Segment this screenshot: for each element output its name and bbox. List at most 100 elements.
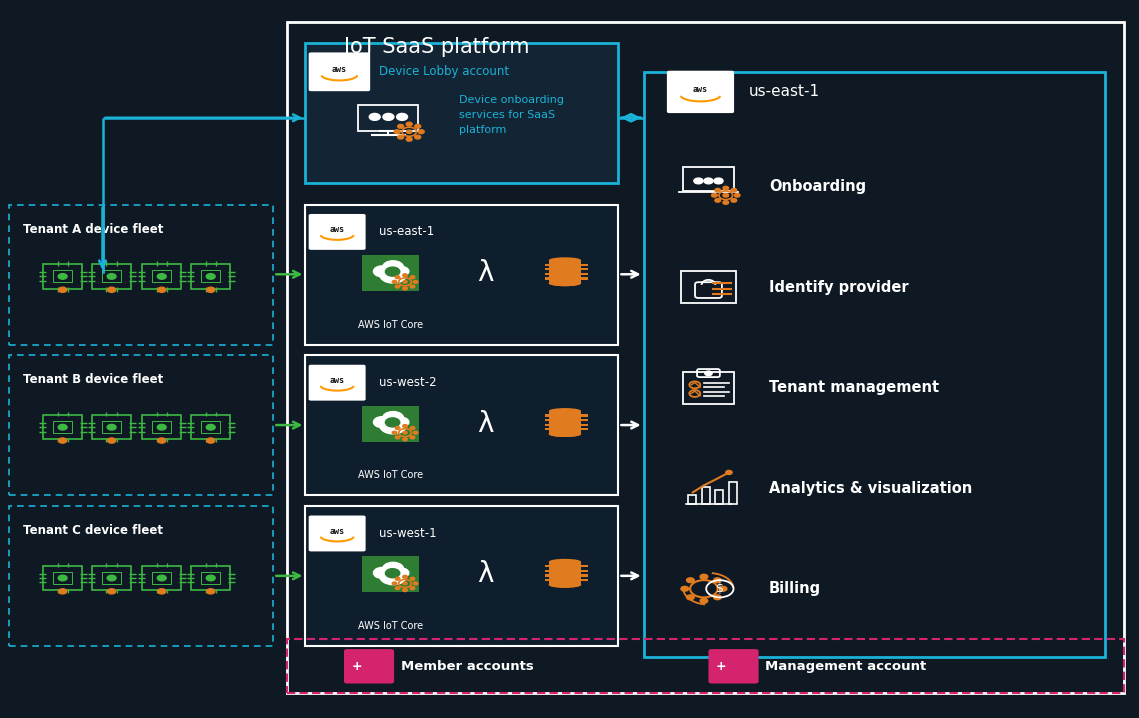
Circle shape	[395, 587, 400, 589]
Circle shape	[394, 417, 409, 427]
Circle shape	[58, 589, 67, 594]
Circle shape	[694, 178, 703, 184]
Text: us-east-1: us-east-1	[379, 225, 435, 238]
FancyBboxPatch shape	[549, 562, 581, 573]
Text: AWS IoT Core: AWS IoT Core	[358, 320, 424, 330]
FancyBboxPatch shape	[581, 565, 588, 567]
Circle shape	[403, 575, 408, 578]
Circle shape	[715, 188, 721, 192]
FancyBboxPatch shape	[546, 269, 552, 271]
Ellipse shape	[549, 582, 581, 588]
FancyBboxPatch shape	[581, 273, 588, 275]
FancyBboxPatch shape	[305, 43, 618, 183]
Ellipse shape	[549, 408, 581, 414]
Circle shape	[206, 438, 215, 443]
FancyBboxPatch shape	[309, 52, 370, 91]
Circle shape	[394, 568, 409, 578]
Text: Device onboarding
services for SaaS
platform: Device onboarding services for SaaS plat…	[459, 95, 564, 135]
FancyBboxPatch shape	[92, 566, 131, 590]
Text: Tenant C device fleet: Tenant C device fleet	[23, 524, 163, 537]
Circle shape	[415, 124, 420, 129]
Text: Management account: Management account	[765, 660, 927, 673]
FancyBboxPatch shape	[142, 264, 181, 289]
Circle shape	[394, 130, 400, 134]
Ellipse shape	[549, 257, 581, 264]
Circle shape	[379, 568, 407, 584]
Circle shape	[403, 432, 407, 434]
Circle shape	[723, 201, 729, 204]
Circle shape	[723, 194, 729, 197]
Text: λ: λ	[477, 259, 493, 286]
Circle shape	[681, 587, 689, 591]
Text: aws: aws	[329, 376, 345, 385]
Circle shape	[58, 287, 67, 292]
Text: aws: aws	[329, 225, 345, 234]
FancyBboxPatch shape	[546, 419, 552, 421]
Circle shape	[157, 274, 166, 279]
FancyBboxPatch shape	[581, 574, 588, 577]
FancyBboxPatch shape	[287, 22, 1124, 693]
FancyBboxPatch shape	[546, 264, 552, 266]
Circle shape	[407, 130, 412, 134]
Circle shape	[712, 194, 718, 197]
Circle shape	[58, 438, 67, 443]
Text: Identify provider: Identify provider	[769, 280, 909, 294]
Circle shape	[157, 287, 166, 292]
Circle shape	[705, 371, 712, 376]
FancyBboxPatch shape	[581, 428, 588, 430]
Circle shape	[383, 113, 394, 121]
Text: AWS IoT Core: AWS IoT Core	[358, 470, 424, 480]
FancyBboxPatch shape	[549, 261, 581, 271]
FancyBboxPatch shape	[581, 424, 588, 426]
FancyBboxPatch shape	[191, 566, 230, 590]
Circle shape	[385, 569, 400, 578]
FancyBboxPatch shape	[43, 264, 82, 289]
Circle shape	[687, 595, 694, 600]
FancyBboxPatch shape	[546, 277, 552, 279]
Ellipse shape	[549, 280, 581, 286]
Circle shape	[374, 266, 391, 276]
Circle shape	[407, 137, 412, 141]
Circle shape	[58, 424, 67, 430]
Circle shape	[107, 274, 116, 279]
Text: us-west-1: us-west-1	[379, 527, 437, 540]
Circle shape	[395, 436, 400, 439]
FancyBboxPatch shape	[309, 365, 366, 401]
Circle shape	[714, 578, 721, 582]
Text: +: +	[715, 660, 727, 673]
Text: Billing: Billing	[769, 582, 821, 596]
Circle shape	[206, 424, 215, 430]
FancyBboxPatch shape	[309, 214, 366, 250]
Circle shape	[700, 598, 707, 603]
Circle shape	[410, 285, 415, 288]
Text: us-east-1: us-east-1	[748, 85, 819, 99]
Circle shape	[410, 436, 415, 439]
Circle shape	[403, 424, 408, 427]
FancyBboxPatch shape	[43, 566, 82, 590]
Text: λ: λ	[477, 561, 493, 588]
Text: us-west-2: us-west-2	[379, 376, 437, 389]
Circle shape	[107, 575, 116, 581]
Circle shape	[403, 589, 408, 592]
Circle shape	[396, 113, 408, 121]
FancyBboxPatch shape	[581, 264, 588, 266]
Circle shape	[107, 589, 116, 594]
Circle shape	[58, 575, 67, 581]
Circle shape	[731, 188, 737, 192]
FancyBboxPatch shape	[546, 574, 552, 577]
FancyBboxPatch shape	[191, 264, 230, 289]
FancyBboxPatch shape	[362, 556, 419, 592]
Circle shape	[107, 438, 116, 443]
Circle shape	[383, 562, 403, 576]
Circle shape	[58, 274, 67, 279]
FancyBboxPatch shape	[546, 565, 552, 567]
FancyBboxPatch shape	[142, 415, 181, 439]
FancyBboxPatch shape	[667, 71, 735, 113]
Circle shape	[157, 424, 166, 430]
Circle shape	[403, 281, 407, 283]
Circle shape	[410, 276, 415, 279]
Circle shape	[374, 567, 391, 578]
FancyBboxPatch shape	[305, 205, 618, 345]
Text: Member accounts: Member accounts	[401, 660, 534, 673]
Circle shape	[157, 438, 166, 443]
